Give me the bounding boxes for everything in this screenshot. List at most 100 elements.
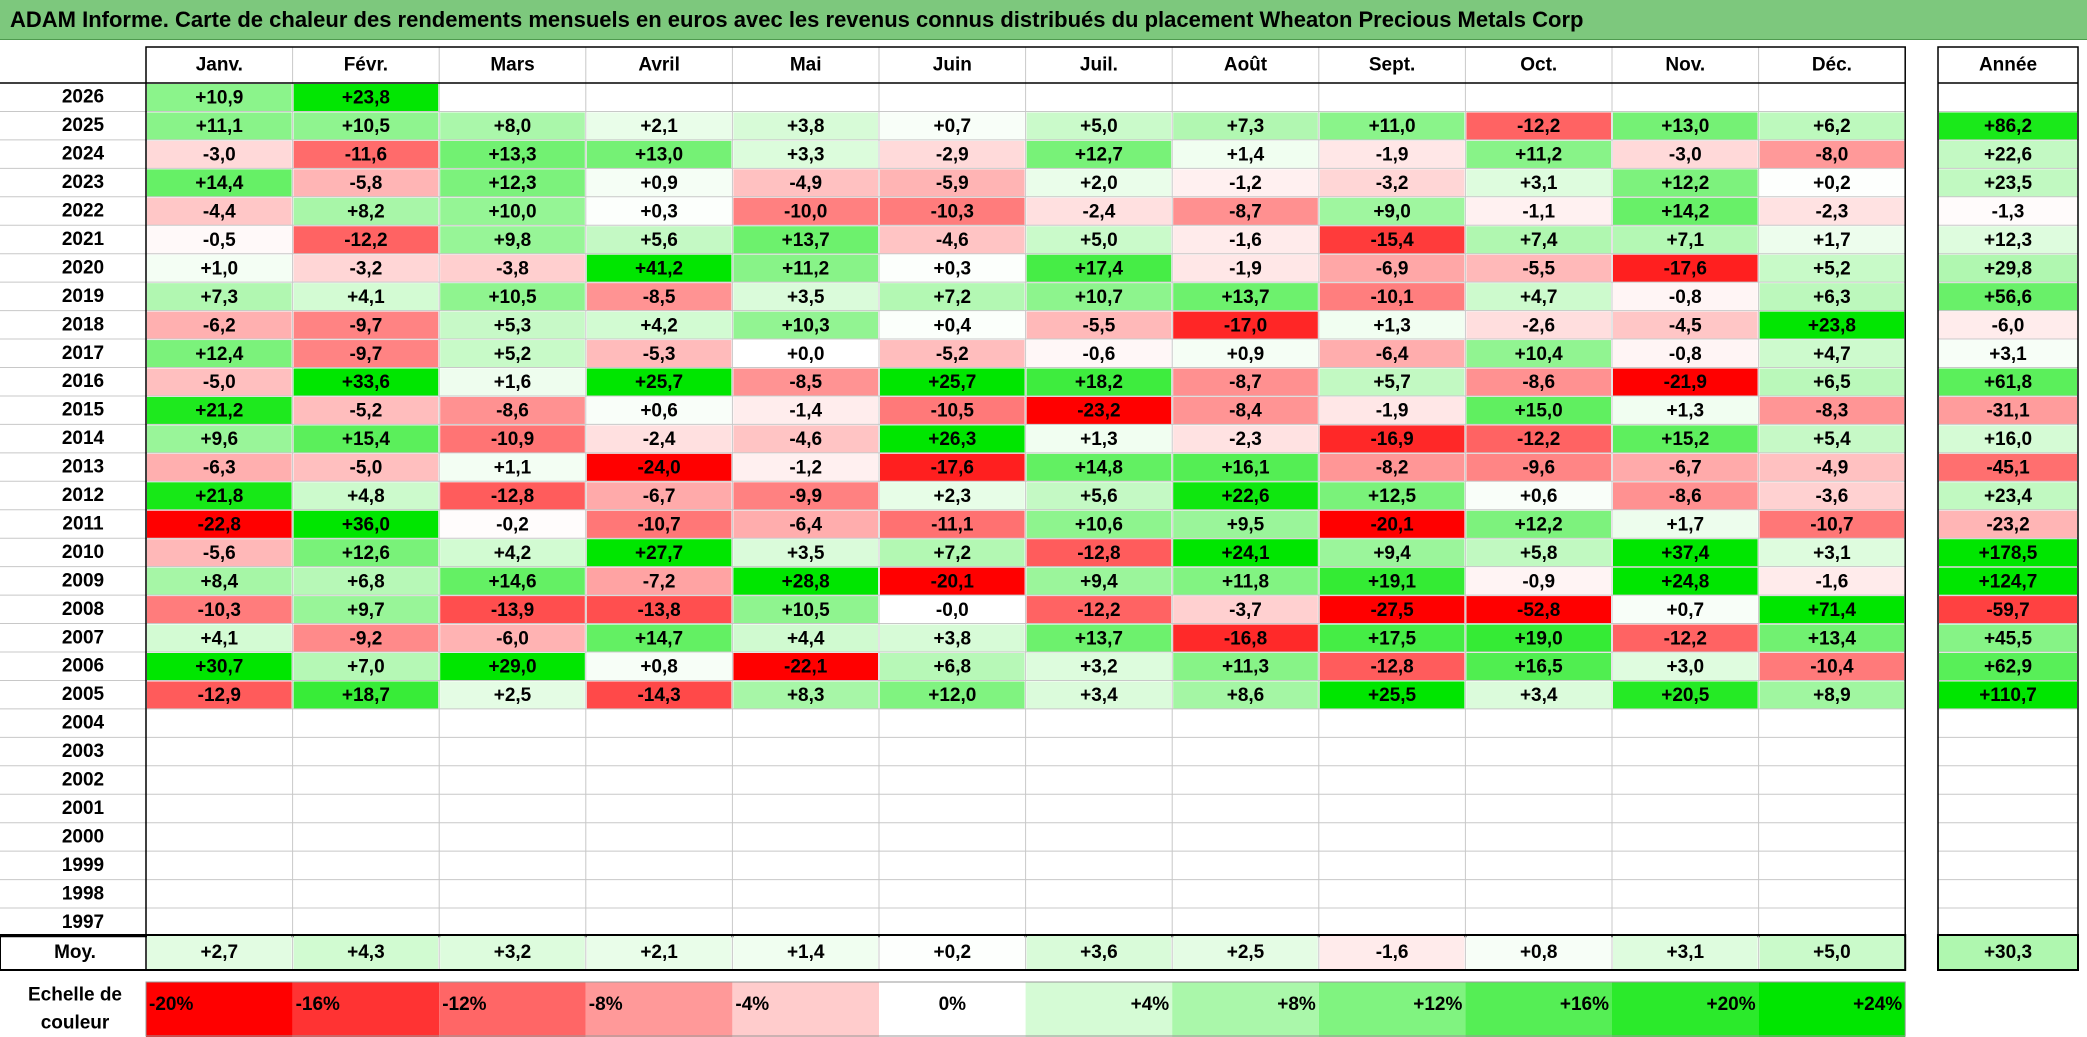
year-label: 2006 [62,656,104,677]
cell-value: +2,3 [934,486,972,507]
cell-value: -8,5 [643,287,676,308]
heatmap-cell [1613,396,1758,425]
heatmap-cell [1026,340,1172,368]
heatmap-cell [1319,283,1465,311]
cell-value: -1,9 [1229,258,1262,279]
heatmap-cell [1319,169,1465,197]
annual-cell [1939,425,2077,453]
annual-cell [1939,396,2077,425]
heatmap-cell [586,510,732,539]
average-cell [733,936,878,969]
average-cell [440,936,585,969]
annual-cell [1939,681,2077,709]
heatmap-cell [1319,311,1465,340]
annual-cell [1939,596,2077,624]
heatmap-cell [1173,112,1318,140]
heatmap-cell [733,567,878,596]
annual-value: +56,6 [1984,287,2032,308]
annual-value: +23,4 [1984,486,2033,507]
year-label: 2000 [62,826,104,847]
average-value: +3,2 [494,942,532,963]
heatmap-cell [1466,112,1611,140]
cell-value: +9,8 [494,230,532,251]
heatmap-cell [880,425,1025,453]
color-scale-swatch [146,982,293,1037]
cell-value: +9,0 [1373,202,1411,223]
cell-value: +3,5 [787,543,825,564]
heatmap-cell [733,368,878,396]
chart-title: ADAM Informe. Carte de chaleur des rende… [0,0,2087,40]
heatmap-cell [1319,197,1465,226]
cell-value: +18,2 [1075,372,1123,393]
cell-value: +10,6 [1075,514,1123,535]
heatmap-cell [293,226,439,254]
cell-value: +16,1 [1221,458,1270,479]
heatmap-cell [440,340,585,368]
cell-value: +13,3 [488,145,536,166]
cell-value: +18,7 [342,685,390,706]
annual-cell [1939,368,2077,396]
cell-value: -2,3 [1816,202,1849,223]
cell-value: -3,0 [203,145,236,166]
heatmap-cell [1613,311,1758,340]
cell-value: +0,3 [934,258,972,279]
heatmap-cell [293,84,439,112]
color-scale-border [145,981,1906,1037]
heatmap-cell [586,681,732,709]
cell-value: +6,3 [1813,287,1851,308]
heatmap-cell [1319,482,1465,510]
cell-value: -52,8 [1517,600,1560,621]
average-cell [1759,936,1905,969]
average-cell [293,936,439,969]
heatmap-cell [147,340,292,368]
heatmap-cell [1319,425,1465,453]
heatmap-cell [1173,482,1318,510]
heatmap-cell [586,340,732,368]
cell-value: +10,5 [782,600,831,621]
cell-value: -1,1 [1522,202,1555,223]
heatmap-cell [147,311,292,340]
cell-value: +10,9 [195,88,243,109]
average-value: +5,0 [1813,942,1851,963]
cell-value: -27,5 [1370,600,1414,621]
cell-value: -6,2 [203,315,236,336]
cell-value: +8,6 [1227,685,1265,706]
cell-value: -0,5 [203,230,236,251]
cell-value: +7,2 [934,287,972,308]
heatmap-cell [1466,283,1611,311]
cell-value: +8,9 [1813,685,1851,706]
cell-value: -5,0 [350,458,383,479]
heatmap-cell [1613,539,1758,567]
year-label: 2007 [62,627,104,648]
heatmap-cell [1613,425,1758,453]
cell-value: -2,4 [643,429,676,450]
heatmap-cell [1319,596,1465,624]
cell-value: -3,6 [1816,486,1849,507]
heatmap-cell [440,425,585,453]
heatmap-cell [440,653,585,681]
cell-value: -12,9 [198,685,241,706]
month-header: Oct. [1520,55,1557,76]
heatmap-cell [1613,510,1758,539]
cell-value: +14,4 [195,173,244,194]
cell-value: +4,1 [201,628,239,649]
year-label: 2018 [62,314,104,335]
average-cell [1319,936,1465,969]
cell-value: -20,1 [1370,514,1414,535]
annual-value: -6,0 [1992,315,2025,336]
heatmap-cell [1173,681,1318,709]
average-annual-cell [1937,934,2079,971]
cell-value: +12,4 [195,344,244,365]
cell-value: -0,8 [1669,344,1702,365]
color-scale-swatch [732,982,879,1037]
cell-value: +1,7 [1813,230,1851,251]
heatmap-cell [1173,254,1318,283]
cell-value: +13,7 [782,230,830,251]
cell-value: -8,4 [1229,401,1262,422]
year-label: 2003 [62,741,104,762]
cell-value: -2,4 [1083,202,1116,223]
heatmap-cell [1319,140,1465,169]
heatmap-cell [1466,425,1611,453]
heatmap-cell [1466,510,1611,539]
cell-value: +20,5 [1661,685,1710,706]
